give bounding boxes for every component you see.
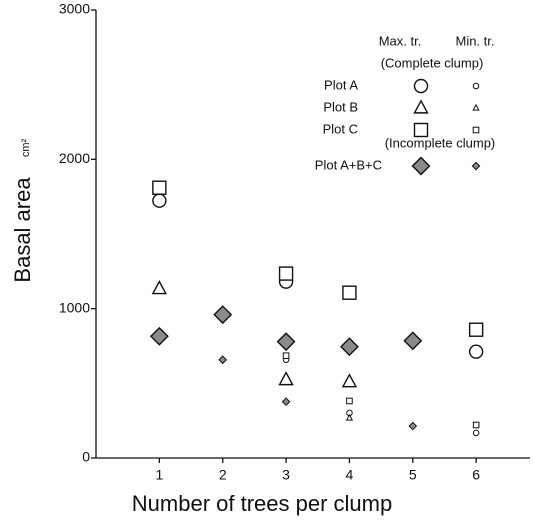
point bbox=[282, 352, 290, 360]
x-tick-label: 3 bbox=[282, 467, 290, 483]
y-tick-label: 3000 bbox=[59, 1, 90, 17]
point bbox=[278, 371, 294, 386]
point bbox=[346, 397, 353, 405]
legend-label: Plot A bbox=[324, 77, 358, 92]
point bbox=[149, 326, 169, 346]
point bbox=[218, 355, 228, 365]
x-tick-label: 4 bbox=[346, 467, 354, 483]
x-tick-label: 6 bbox=[472, 467, 480, 483]
point bbox=[342, 285, 357, 300]
legend-column: Max. tr. bbox=[379, 33, 422, 48]
legend-symbol bbox=[411, 156, 431, 176]
point bbox=[468, 322, 484, 337]
x-tick-label: 1 bbox=[155, 467, 163, 483]
x-tick-label: 5 bbox=[409, 467, 417, 483]
point bbox=[152, 180, 167, 195]
point bbox=[276, 332, 296, 352]
point bbox=[339, 337, 359, 357]
legend-symbol bbox=[413, 99, 429, 114]
point bbox=[213, 305, 233, 325]
legend-heading: (Complete clump) bbox=[381, 55, 484, 70]
y-tick-label: 1000 bbox=[59, 299, 90, 315]
point bbox=[152, 193, 167, 208]
legend-label: Plot A+B+C bbox=[315, 157, 382, 172]
point bbox=[408, 421, 418, 431]
legend-label: Plot B bbox=[323, 99, 358, 114]
y-tick-label: 0 bbox=[82, 449, 90, 465]
point bbox=[151, 280, 168, 295]
legend-column: Min. tr. bbox=[455, 33, 494, 48]
x-tick-label: 2 bbox=[219, 467, 227, 483]
x-axis-label: Number of trees per clump bbox=[132, 491, 392, 516]
point bbox=[278, 266, 294, 281]
legend-symbol bbox=[472, 82, 480, 90]
legend-symbol bbox=[471, 161, 481, 171]
legend-symbol bbox=[413, 122, 429, 138]
legend-symbol bbox=[413, 78, 429, 94]
point bbox=[281, 397, 291, 407]
legend-heading: (Incomplete clump) bbox=[385, 135, 496, 150]
point bbox=[468, 344, 484, 359]
y-axis-unit: cm² bbox=[20, 139, 32, 158]
point bbox=[403, 331, 423, 351]
point bbox=[472, 429, 480, 437]
legend-label: Plot C bbox=[323, 121, 358, 136]
point bbox=[341, 373, 358, 388]
y-tick-label: 2000 bbox=[59, 150, 90, 166]
point bbox=[345, 413, 354, 421]
legend-symbol bbox=[472, 126, 480, 134]
legend-symbol bbox=[472, 103, 480, 111]
y-axis-label: Basal area bbox=[10, 177, 35, 283]
point bbox=[472, 421, 480, 429]
